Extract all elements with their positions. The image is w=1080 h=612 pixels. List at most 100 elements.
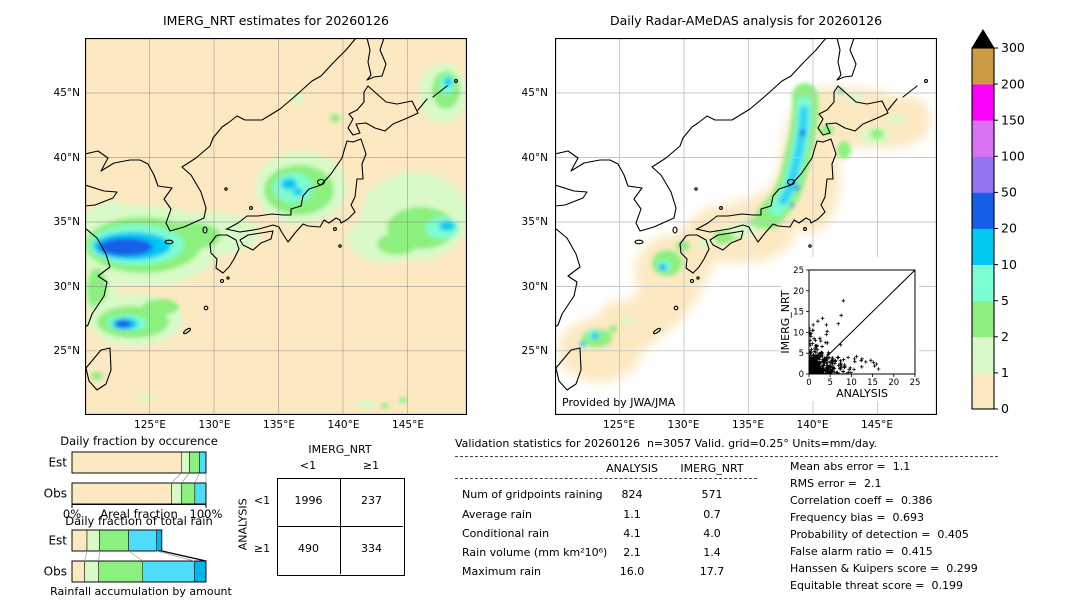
- colorbar-segment: [972, 120, 994, 157]
- inset-x-tick: 15: [867, 378, 878, 388]
- bar-segment: [128, 529, 157, 552]
- colorbar-segment: [972, 264, 994, 302]
- bar-segment: [189, 451, 200, 474]
- bar-segment: [98, 560, 144, 583]
- stats-metric: Hanssen & Kuipers score = 0.299: [790, 562, 978, 575]
- lat-tick-right: 30°N: [521, 280, 548, 293]
- stats-row-label: Rain volume (mm km²10⁶): [462, 546, 608, 559]
- inset-x-tick: 25: [910, 378, 921, 388]
- contingency-cell: 490: [298, 542, 319, 555]
- inset-x-tick: 5: [827, 378, 832, 388]
- contingency-row-label: <1: [253, 494, 271, 507]
- lat-tick-left: 40°N: [53, 151, 80, 164]
- lon-tick-right: 135°E: [732, 419, 764, 431]
- fraction-charts: Daily fraction by occurence Est Obs 0% 100% A…: [44, 434, 233, 598]
- colorbar-segment: [972, 48, 994, 85]
- stats-title: Validation statistics for 20260126 n=305…: [455, 437, 878, 450]
- stats-value-analysis: 1.1: [623, 508, 641, 521]
- bar-segment: [199, 451, 207, 474]
- inset-x-axis-label: ANALYSIS: [836, 387, 888, 400]
- contingency-cell: 237: [361, 494, 382, 507]
- lon-tick-left: 130°E: [198, 419, 231, 431]
- inset-x-tick: 10: [846, 378, 857, 388]
- bar-segment: [156, 529, 163, 552]
- colorbar-overflow-arrow: [971, 29, 995, 48]
- bar-segment: [71, 451, 182, 474]
- stats-value-imerg: 17.7: [699, 565, 725, 578]
- stats-value-imerg: 0.7: [703, 508, 721, 521]
- lon-tick-right: 140°E: [796, 419, 829, 431]
- right-map-title: Daily Radar-AMeDAS analysis for 20260126: [609, 13, 883, 28]
- contingency-col-group-label: IMERG_NRT: [308, 443, 372, 456]
- stats-metric: RMS error = 2.1: [790, 477, 882, 490]
- bar-segment: [194, 482, 207, 505]
- x-tick-label: 0%: [63, 507, 81, 521]
- inset-y-tick: 5: [799, 349, 804, 359]
- stats-metric: Frequency bias = 0.693: [790, 511, 925, 524]
- bar-segment: [181, 482, 196, 505]
- inset-y-tick: 15: [793, 308, 804, 318]
- stats-metric: Correlation coeff = 0.386: [790, 494, 933, 507]
- colorbar-tick-label: 150: [1001, 112, 1025, 127]
- stats-value-imerg: 1.4: [703, 546, 721, 559]
- inset-y-tick: 0: [799, 370, 804, 380]
- lon-tick-right: 130°E: [667, 419, 700, 431]
- scatter-inset: 00 5 5 10 10 15 15 20 20 25 25 ANALYSIS IMERG_NRT: [779, 257, 921, 401]
- bar-category-label: Est: [48, 456, 67, 470]
- bar-segment: [142, 560, 195, 583]
- lon-tick-left: 125°E: [134, 419, 166, 431]
- colorbar-segment: [972, 84, 994, 121]
- colorbar-tick-label: 100: [1001, 149, 1025, 164]
- colorbar-segment: [972, 372, 994, 410]
- contingency-row-label: ≥1: [253, 542, 271, 555]
- bar-segment: [181, 451, 190, 474]
- stats-metric: Equitable threat score = 0.199: [790, 579, 963, 592]
- bar-segment: [71, 560, 85, 583]
- inset-y-tick: 10: [793, 328, 804, 338]
- bar-segment: [71, 529, 88, 552]
- stats-col-header-imerg: IMERG_NRT: [680, 462, 744, 475]
- stats-col-header-analysis: ANALYSIS: [606, 462, 658, 475]
- contingency-col-label: ≥1: [362, 459, 380, 472]
- colorbar-segment: [972, 228, 994, 265]
- lon-tick-right: 125°E: [603, 419, 635, 431]
- lon-tick-left: 135°E: [263, 419, 295, 431]
- stats-value-analysis: 16.0: [619, 565, 645, 578]
- colorbar-tick-label: 300: [1001, 40, 1025, 55]
- chart-title: Daily fraction by occurence: [60, 434, 218, 448]
- x-tick-label: 100%: [190, 507, 223, 521]
- bar-category-label: Obs: [44, 487, 67, 501]
- bar-segment: [71, 482, 172, 505]
- stats-value-imerg: 571: [701, 488, 723, 501]
- contingency-row-group-label: ANALYSIS: [236, 498, 250, 551]
- radar-precip-shading: [580, 83, 903, 347]
- contingency-table-divider: [277, 526, 403, 527]
- right-map: [555, 38, 937, 415]
- stats-value-analysis: 824: [621, 488, 643, 501]
- inset-y-tick: 25: [793, 266, 804, 276]
- lat-tick-left: 35°N: [53, 216, 80, 228]
- stats-row-label: Maximum rain: [462, 565, 541, 578]
- lon-tick-right: 145°E: [861, 419, 893, 431]
- stats-row-label: Conditional rain: [462, 527, 550, 540]
- inset-x-tick: 20: [888, 378, 899, 388]
- contingency-col-label: <1: [299, 459, 317, 472]
- bar-segment: [99, 529, 129, 552]
- inset-x-tick: 0: [806, 378, 811, 388]
- stats-metric: Probability of detection = 0.405: [790, 528, 969, 541]
- contingency-table-box: [277, 478, 405, 576]
- bar-segment: [86, 529, 100, 552]
- colorbar-segment: [972, 192, 994, 229]
- stats-metric: False alarm ratio = 0.415: [790, 545, 933, 558]
- stats-row-label: Num of gridpoints raining: [462, 488, 603, 501]
- lat-tick-left: 25°N: [53, 344, 80, 357]
- stats-value-imerg: 4.0: [703, 527, 721, 540]
- colorbar-tick-label: 20: [1001, 221, 1017, 236]
- stats-row-label: Average rain: [462, 508, 532, 521]
- colorbar-segment: [972, 300, 994, 338]
- bar-segment: [84, 560, 99, 583]
- colorbar-segment: [972, 156, 994, 193]
- bar-category-label: Obs: [44, 565, 67, 579]
- colorbar-tick-label: 5: [1001, 293, 1009, 308]
